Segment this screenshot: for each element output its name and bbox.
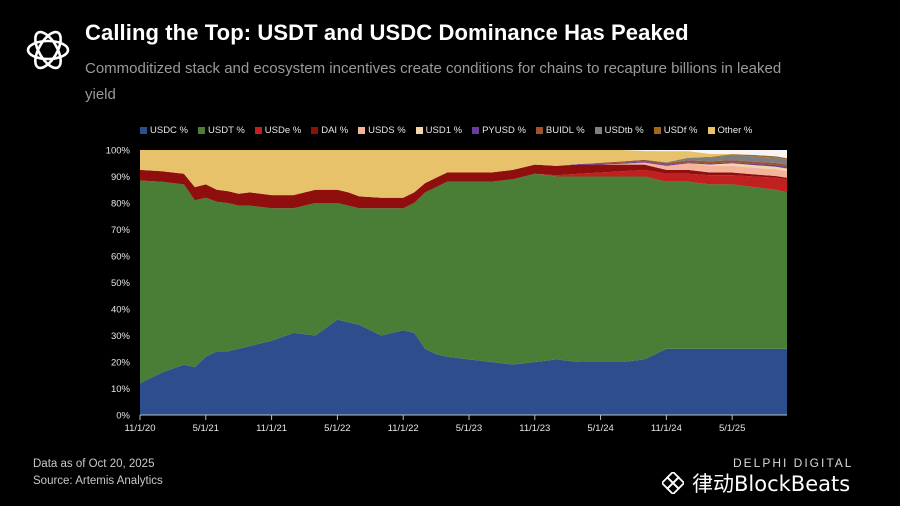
x-tick-label: 5/1/23: [456, 423, 482, 434]
legend-swatch: [198, 126, 206, 134]
y-tick-label: 40%: [111, 305, 131, 316]
legend-swatch: [140, 126, 147, 134]
y-tick-label: 90%: [111, 172, 131, 183]
legend-item-usd1: USD1 %: [415, 123, 463, 137]
watermark: 律动BlockBeats: [662, 468, 850, 498]
date-note: Data as of Oct 20, 2025: [33, 458, 155, 470]
footnote: Data as of Oct 20, 2025 Source: Artemis …: [33, 456, 163, 490]
y-tick-label: 10%: [111, 384, 131, 395]
area-dai: [140, 164, 787, 209]
legend-label: USDtb %: [604, 124, 644, 136]
x-tick-label: 5/1/22: [324, 423, 350, 434]
legend-label: Other %: [717, 124, 753, 136]
x-tick-label: 5/1/25: [719, 423, 745, 434]
legend-item-usde: USDe %: [254, 123, 302, 137]
legend-label: USDS %: [368, 124, 406, 136]
delphi-logo-icon: [26, 30, 70, 70]
page-title: Calling the Top: USDT and USDC Dominance…: [85, 20, 689, 45]
legend-swatch: [254, 126, 262, 134]
legend-label: USD1 %: [425, 124, 463, 136]
legend-swatch: [594, 126, 602, 134]
legend-swatch: [311, 126, 319, 134]
x-tick-label: 5/1/24: [587, 423, 613, 434]
legend-label: USDf %: [663, 124, 698, 136]
y-tick-label: 60%: [111, 252, 131, 263]
legend-label: PYUSD %: [482, 124, 526, 136]
legend-item-usdc: USDC %: [140, 123, 188, 137]
area-usds: [140, 162, 787, 198]
y-tick-label: 20%: [111, 358, 131, 369]
x-tick-label: 11/1/22: [388, 423, 419, 434]
area-other: [140, 150, 787, 198]
legend-item-dai: DAI %: [311, 123, 348, 137]
legend-item-pyusd: PYUSD %: [472, 123, 526, 137]
area-usdc: [140, 319, 787, 415]
legend-swatch: [653, 126, 661, 134]
legend-label: DAI %: [321, 124, 349, 136]
legend-swatch: [707, 126, 715, 134]
chart-legend: USDC % USDT % USDe % DAI % USDS % USD1 % PYUSD…: [140, 123, 762, 137]
x-tick-label: 11/1/24: [651, 423, 682, 434]
legend-item-buidl: BUIDL %: [535, 123, 585, 137]
x-tick-label: 5/1/21: [193, 423, 219, 434]
x-tick-label: 11/1/20: [125, 423, 156, 434]
legend-swatch: [535, 126, 543, 134]
legend-label: BUIDL %: [545, 124, 585, 136]
y-tick-label: 100%: [106, 146, 131, 157]
watermark-text: 律动BlockBeats: [692, 472, 851, 496]
y-tick-label: 70%: [111, 225, 131, 236]
area-usdt: [140, 173, 787, 384]
y-tick-label: 30%: [111, 331, 131, 342]
legend-swatch: [358, 126, 366, 134]
legend-item-usds: USDS %: [358, 123, 406, 137]
legend-item-usdt: USDT %: [198, 123, 245, 137]
legend-label: USDe %: [264, 124, 302, 136]
brand-label: DELPHI DIGITAL: [733, 456, 854, 470]
x-tick-label: 11/1/23: [519, 423, 550, 434]
y-tick-label: 0%: [116, 411, 130, 422]
legend-item-usdf: USDf %: [653, 123, 698, 137]
source-note: Source: Artemis Analytics: [33, 475, 163, 487]
area-usdtb: [140, 155, 787, 198]
blockbeats-logo-icon: [662, 472, 684, 494]
stacked-area-chart: 0% 10% 20% 30% 40% 50% 60% 70% 80% 90% 100% 11/1/20…: [106, 146, 787, 434]
legend-swatch: [472, 126, 480, 134]
legend-swatch: [415, 126, 423, 134]
x-tick-label: 11/1/21: [256, 423, 287, 434]
legend-item-usdtb: USDtb %: [594, 123, 644, 137]
legend-label: USDC %: [150, 124, 189, 136]
y-tick-label: 80%: [111, 199, 131, 210]
legend-label: USDT %: [208, 124, 245, 136]
page-subtitle: Commoditized stack and ecosystem incenti…: [85, 60, 782, 103]
y-tick-label: 50%: [111, 278, 131, 289]
legend-item-other: Other %: [707, 123, 753, 137]
